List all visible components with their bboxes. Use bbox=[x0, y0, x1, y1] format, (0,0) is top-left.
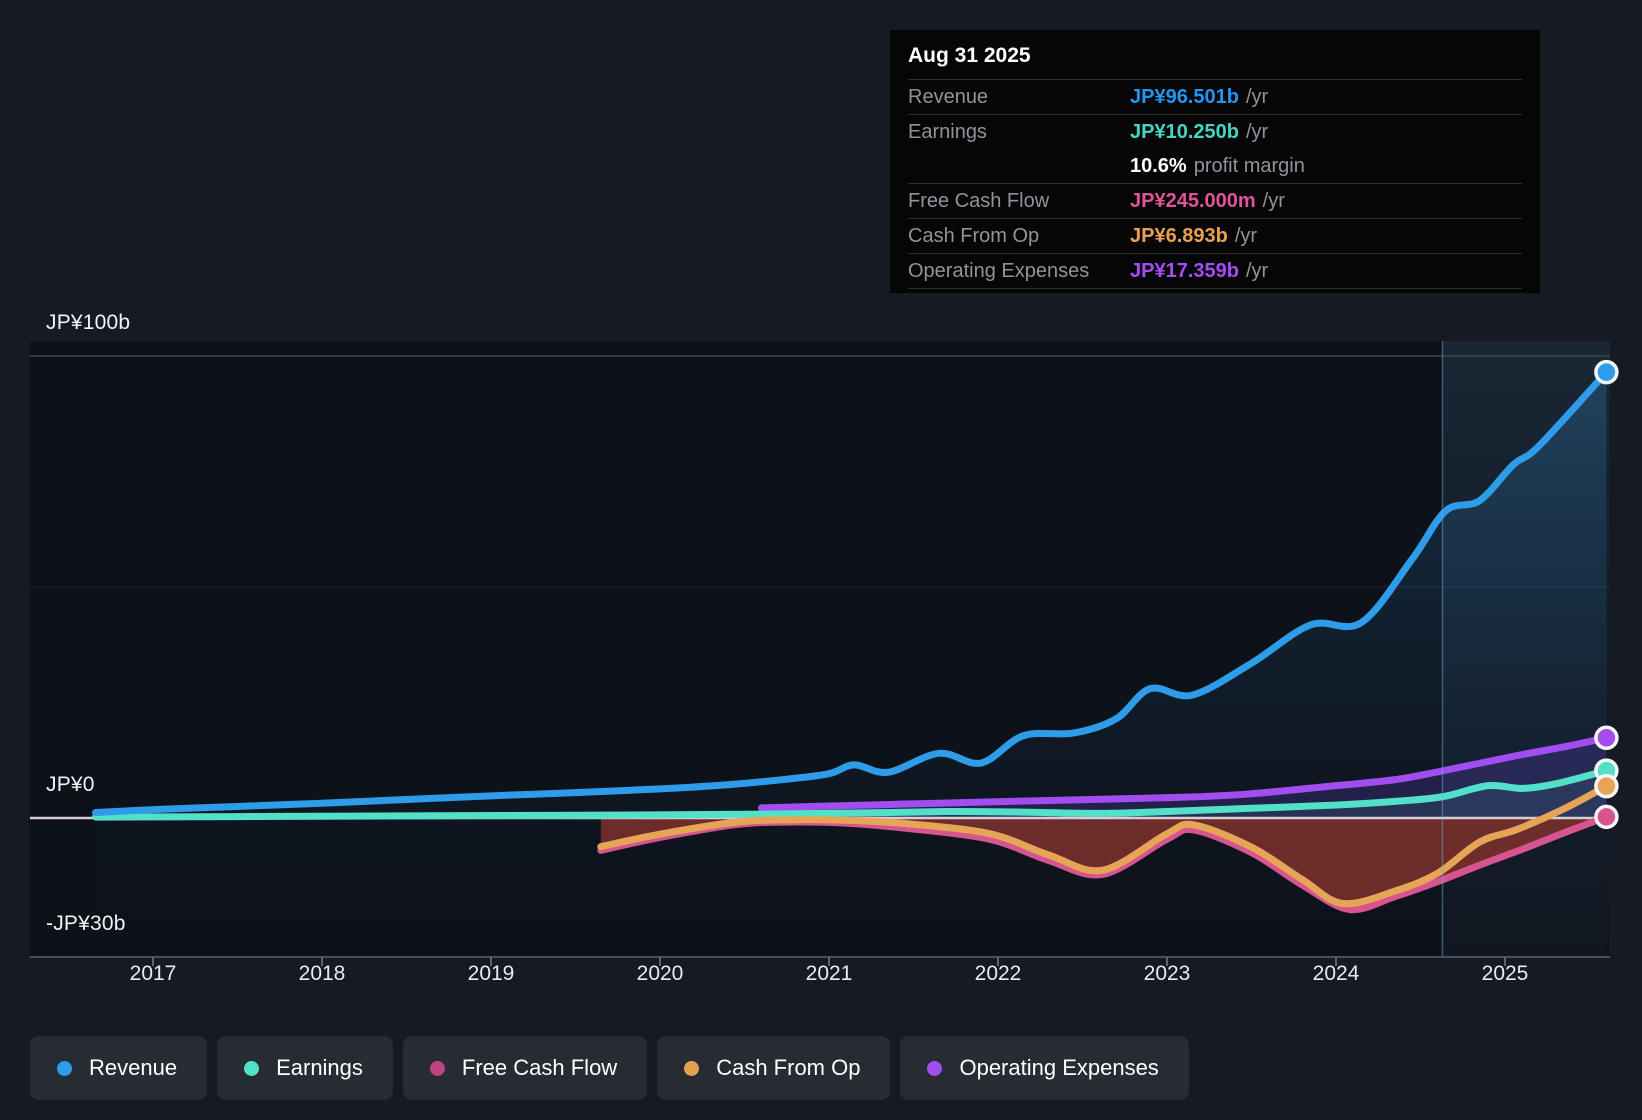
cash-from-op-legend-dot-icon bbox=[684, 1060, 700, 1076]
legend-item-label: Revenue bbox=[89, 1055, 178, 1080]
tooltip-row-value: JP¥245.000m bbox=[1130, 189, 1256, 212]
series-line-cash-from-op bbox=[597, 782, 1610, 908]
free-cash-flow-legend-dot-icon bbox=[429, 1060, 445, 1076]
legend-item-free-cash-flow[interactable]: Free Cash Flow bbox=[402, 1036, 648, 1100]
tooltip-row-suffix: /yr bbox=[1245, 120, 1269, 143]
tooltip-row-value: JP¥96.501b bbox=[1130, 85, 1239, 108]
earnings-legend-dot-icon bbox=[244, 1060, 260, 1076]
tooltip-row-value: JP¥17.359b bbox=[1130, 259, 1239, 282]
x-axis-label-2023: 2023 bbox=[1143, 962, 1191, 985]
tooltip-row-earnings: Earnings JP¥10.250b/yr bbox=[908, 114, 1522, 149]
legend-item-label: Earnings bbox=[276, 1055, 363, 1080]
legend-item-earnings[interactable]: Earnings bbox=[217, 1036, 393, 1100]
x-axis-label-2017: 2017 bbox=[129, 962, 177, 985]
legend-item-revenue[interactable]: Revenue bbox=[30, 1036, 208, 1100]
earnings-area-fill bbox=[95, 770, 1607, 818]
tooltip-row-free-cash-flow: Free Cash Flow JP¥245.000m/yr bbox=[908, 183, 1522, 218]
series-endpoint-operating-expenses bbox=[1594, 725, 1619, 751]
tooltip-row-label: Revenue bbox=[908, 85, 989, 108]
series-endpoint-revenue bbox=[1594, 359, 1619, 385]
tooltip-row-cash-from-op: Cash From Op JP¥6.893b/yr bbox=[908, 218, 1522, 253]
series-endpoint-cash-from-op bbox=[1594, 773, 1619, 799]
chart-legend: Revenue Earnings Free Cash Flow Cash From O… bbox=[30, 1036, 1189, 1100]
series-line-operating-expenses bbox=[757, 734, 1610, 812]
legend-item-label: Free Cash Flow bbox=[461, 1055, 618, 1080]
tooltip-row-suffix: /yr bbox=[1245, 85, 1269, 108]
tooltip-rows: Revenue JP¥96.501b/yr Earnings JP¥10.250b/y… bbox=[908, 80, 1522, 289]
tooltip-row-profit-margin: 10.6% profit margin bbox=[908, 149, 1522, 183]
tooltip-date: Aug 31 2025 bbox=[908, 30, 1522, 80]
x-axis-label-2022: 2022 bbox=[974, 962, 1022, 985]
legend-item-label: Cash From Op bbox=[716, 1055, 861, 1080]
tooltip-row-suffix: /yr bbox=[1262, 189, 1285, 212]
tooltip-row-suffix: /yr bbox=[1234, 224, 1258, 247]
revenue-legend-dot-icon bbox=[57, 1060, 72, 1076]
tooltip-row-label: Operating Expenses bbox=[908, 259, 1090, 282]
x-axis-label-2024: 2024 bbox=[1312, 962, 1360, 985]
tooltip-row-value: JP¥6.893b bbox=[1130, 224, 1228, 247]
series-line-earnings bbox=[92, 767, 1610, 821]
x-axis-label-2018: 2018 bbox=[298, 962, 346, 985]
negative-cashflow-fill bbox=[600, 818, 1607, 910]
legend-item-operating-expenses[interactable]: Operating Expenses bbox=[900, 1036, 1189, 1100]
series-endpoint-free-cash-flow bbox=[1594, 804, 1619, 830]
operating-expenses-legend-dot-icon bbox=[927, 1060, 943, 1076]
tooltip-row-revenue: Revenue JP¥96.501b/yr bbox=[908, 80, 1522, 114]
tooltip-row-label: Earnings bbox=[908, 120, 987, 143]
tooltip-row-operating-expenses: Operating Expenses JP¥17.359b/yr bbox=[908, 253, 1522, 288]
tooltip-row-suffix: /yr bbox=[1245, 259, 1269, 282]
legend-item-cash-from-op[interactable]: Cash From Op bbox=[657, 1036, 891, 1100]
tooltip-row-suffix: profit margin bbox=[1193, 154, 1305, 177]
x-axis-label-2025: 2025 bbox=[1481, 962, 1529, 985]
x-axis-label-2020: 2020 bbox=[636, 962, 684, 985]
tooltip-row-label: Free Cash Flow bbox=[908, 189, 1050, 212]
tooltip-row-label: Cash From Op bbox=[908, 224, 1040, 247]
tooltip-row-value: 10.6% bbox=[1130, 154, 1187, 177]
series-line-revenue bbox=[92, 368, 1610, 816]
y-axis-label-neg30b: -JP¥30b bbox=[46, 911, 126, 935]
y-axis-label-100b: JP¥100b bbox=[46, 311, 131, 334]
x-axis-label-2019: 2019 bbox=[467, 962, 515, 985]
y-axis-label-0: JP¥0 bbox=[46, 773, 95, 796]
legend-item-label: Operating Expenses bbox=[959, 1055, 1159, 1080]
tooltip-row-value: JP¥10.250b bbox=[1130, 120, 1239, 143]
x-axis-label-2021: 2021 bbox=[805, 962, 853, 985]
tooltip-panel: Aug 31 2025 Revenue JP¥96.501b/yr Earnings… bbox=[890, 30, 1540, 293]
